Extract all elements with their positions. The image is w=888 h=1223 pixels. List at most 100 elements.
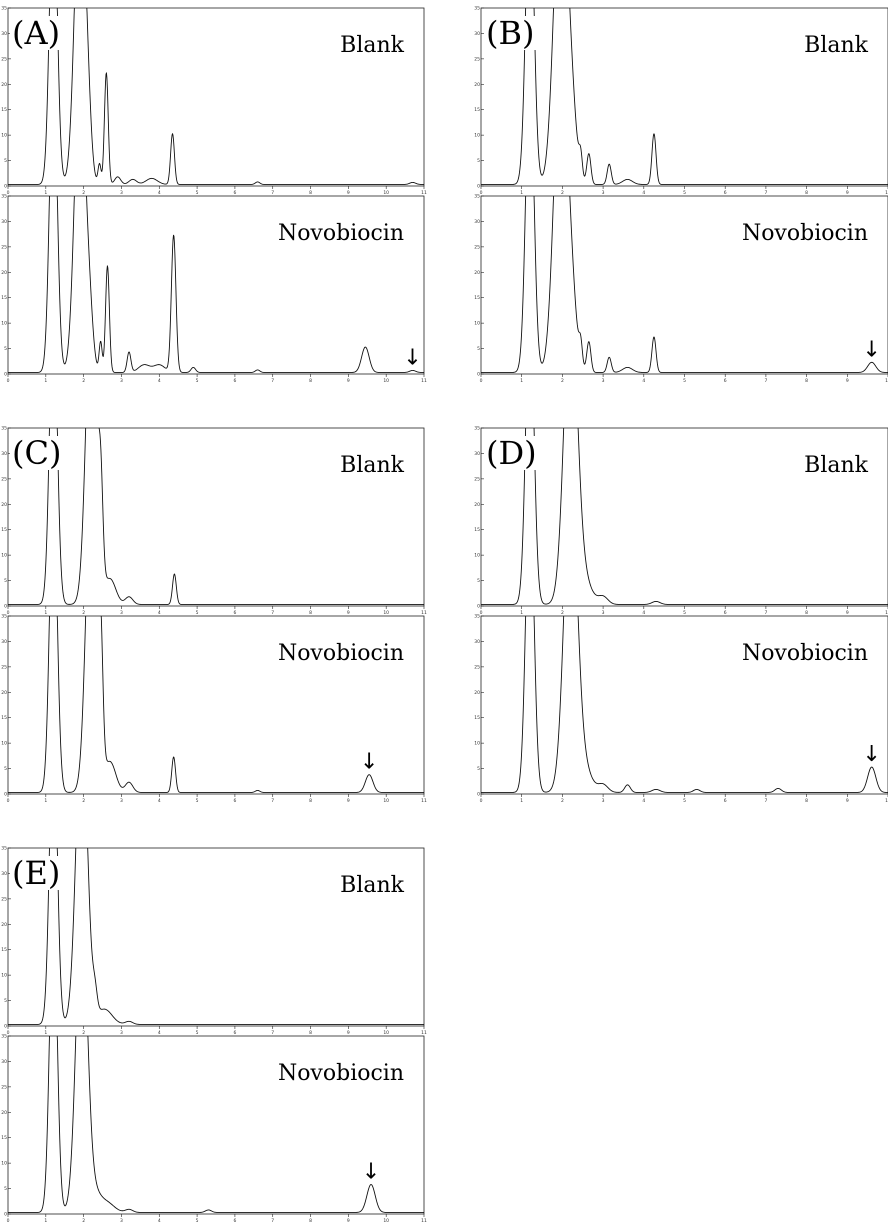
y-tick-label: 25 [1, 896, 7, 902]
y-tick-label: 0 [4, 792, 7, 798]
x-tick-label: 1 [44, 610, 47, 616]
panel-letter-bg [10, 856, 70, 890]
y-tick-label: 10 [474, 321, 480, 327]
y-tick-label: 15 [474, 107, 480, 113]
x-tick-label: 0 [7, 1218, 10, 1223]
x-tick-label: 10 [885, 190, 888, 196]
x-tick-label: 8 [309, 190, 312, 196]
blank-label: Blank [804, 33, 868, 58]
x-tick-label: 3 [120, 798, 123, 804]
blank-label: Blank [340, 33, 404, 58]
y-tick-label: 0 [4, 184, 7, 190]
x-tick-label: 3 [602, 378, 605, 384]
x-tick-label: 5 [683, 610, 686, 616]
y-tick-label: 25 [474, 664, 480, 670]
y-tick-label: 10 [474, 741, 480, 747]
down-arrow-icon: ↓ [863, 742, 881, 767]
x-tick-label: 7 [271, 190, 274, 196]
y-tick-label: 20 [1, 1110, 7, 1116]
x-tick-label: 8 [805, 610, 808, 616]
y-tick-label: 0 [477, 604, 480, 610]
x-tick-label: 11 [421, 610, 427, 616]
x-tick-label: 1 [44, 190, 47, 196]
x-tick-label: 3 [602, 798, 605, 804]
y-tick-label: 0 [477, 792, 480, 798]
x-tick-label: 7 [764, 378, 767, 384]
y-tick-label: 5 [4, 158, 7, 164]
x-tick-label: 5 [683, 190, 686, 196]
y-tick-label: 5 [477, 346, 480, 352]
x-tick-label: 2 [82, 798, 85, 804]
y-tick-label: 10 [474, 133, 480, 139]
x-tick-label: 1 [44, 1218, 47, 1223]
x-tick-label: 1 [520, 378, 523, 384]
blank-label: Blank [340, 453, 404, 478]
y-tick-label: 25 [474, 56, 480, 62]
y-tick-label: 35 [1, 194, 7, 200]
blank-label: Blank [804, 453, 868, 478]
x-tick-label: 10 [383, 798, 389, 804]
x-tick-label: 5 [196, 798, 199, 804]
x-tick-label: 9 [846, 378, 849, 384]
x-tick-label: 8 [805, 798, 808, 804]
x-tick-label: 10 [383, 1030, 389, 1036]
x-tick-label: 4 [642, 798, 645, 804]
x-tick-label: 11 [421, 378, 427, 384]
chromatogram-panel: 05101520253035012345678910Blank051015202… [474, 426, 888, 804]
x-tick-label: 2 [82, 1218, 85, 1223]
x-tick-label: 4 [642, 190, 645, 196]
x-tick-label: 8 [309, 610, 312, 616]
y-tick-label: 5 [4, 998, 7, 1004]
trace-line [8, 428, 424, 605]
x-tick-label: 8 [309, 1030, 312, 1036]
x-tick-label: 4 [158, 1218, 161, 1223]
y-tick-label: 5 [4, 766, 7, 772]
x-tick-label: 8 [805, 190, 808, 196]
x-tick-label: 0 [7, 610, 10, 616]
x-tick-label: 0 [7, 190, 10, 196]
x-tick-label: 6 [724, 378, 727, 384]
x-tick-label: 7 [764, 190, 767, 196]
y-tick-label: 25 [474, 476, 480, 482]
y-tick-label: 15 [1, 295, 7, 301]
x-tick-label: 4 [642, 610, 645, 616]
y-tick-label: 0 [477, 372, 480, 378]
y-tick-label: 30 [1, 1059, 7, 1065]
plot-frame [7, 427, 425, 607]
x-tick-label: 11 [421, 190, 427, 196]
y-tick-label: 15 [1, 947, 7, 953]
x-tick-label: 10 [885, 798, 888, 804]
panel-letter: (A) [12, 14, 60, 52]
x-tick-label: 10 [885, 610, 888, 616]
y-tick-label: 10 [1, 741, 7, 747]
trace-line [481, 196, 888, 373]
y-tick-label: 20 [474, 502, 480, 508]
x-tick-label: 9 [846, 798, 849, 804]
x-tick-label: 5 [196, 378, 199, 384]
novobiocin-label: Novobiocin [278, 1061, 404, 1086]
y-tick-label: 35 [474, 426, 480, 432]
chromatogram-panel: 05101520253035012345678910Blank051015202… [474, 6, 888, 384]
down-arrow-icon: ↓ [362, 1160, 380, 1185]
y-tick-label: 30 [474, 639, 480, 645]
y-tick-label: 10 [1, 321, 7, 327]
x-tick-label: 5 [683, 378, 686, 384]
y-tick-label: 20 [474, 690, 480, 696]
y-tick-label: 10 [1, 1161, 7, 1167]
trace-line [481, 8, 888, 185]
x-tick-label: 0 [7, 798, 10, 804]
x-tick-label: 8 [309, 378, 312, 384]
panel-letter-bg [484, 436, 544, 470]
y-tick-label: 30 [1, 31, 7, 37]
x-tick-label: 7 [271, 1030, 274, 1036]
plot-frame [7, 615, 425, 795]
panel-letter-bg [10, 436, 70, 470]
y-tick-label: 25 [1, 476, 7, 482]
x-tick-label: 9 [347, 610, 350, 616]
x-tick-label: 6 [233, 378, 236, 384]
y-tick-label: 35 [1, 426, 7, 432]
x-tick-label: 1 [520, 610, 523, 616]
